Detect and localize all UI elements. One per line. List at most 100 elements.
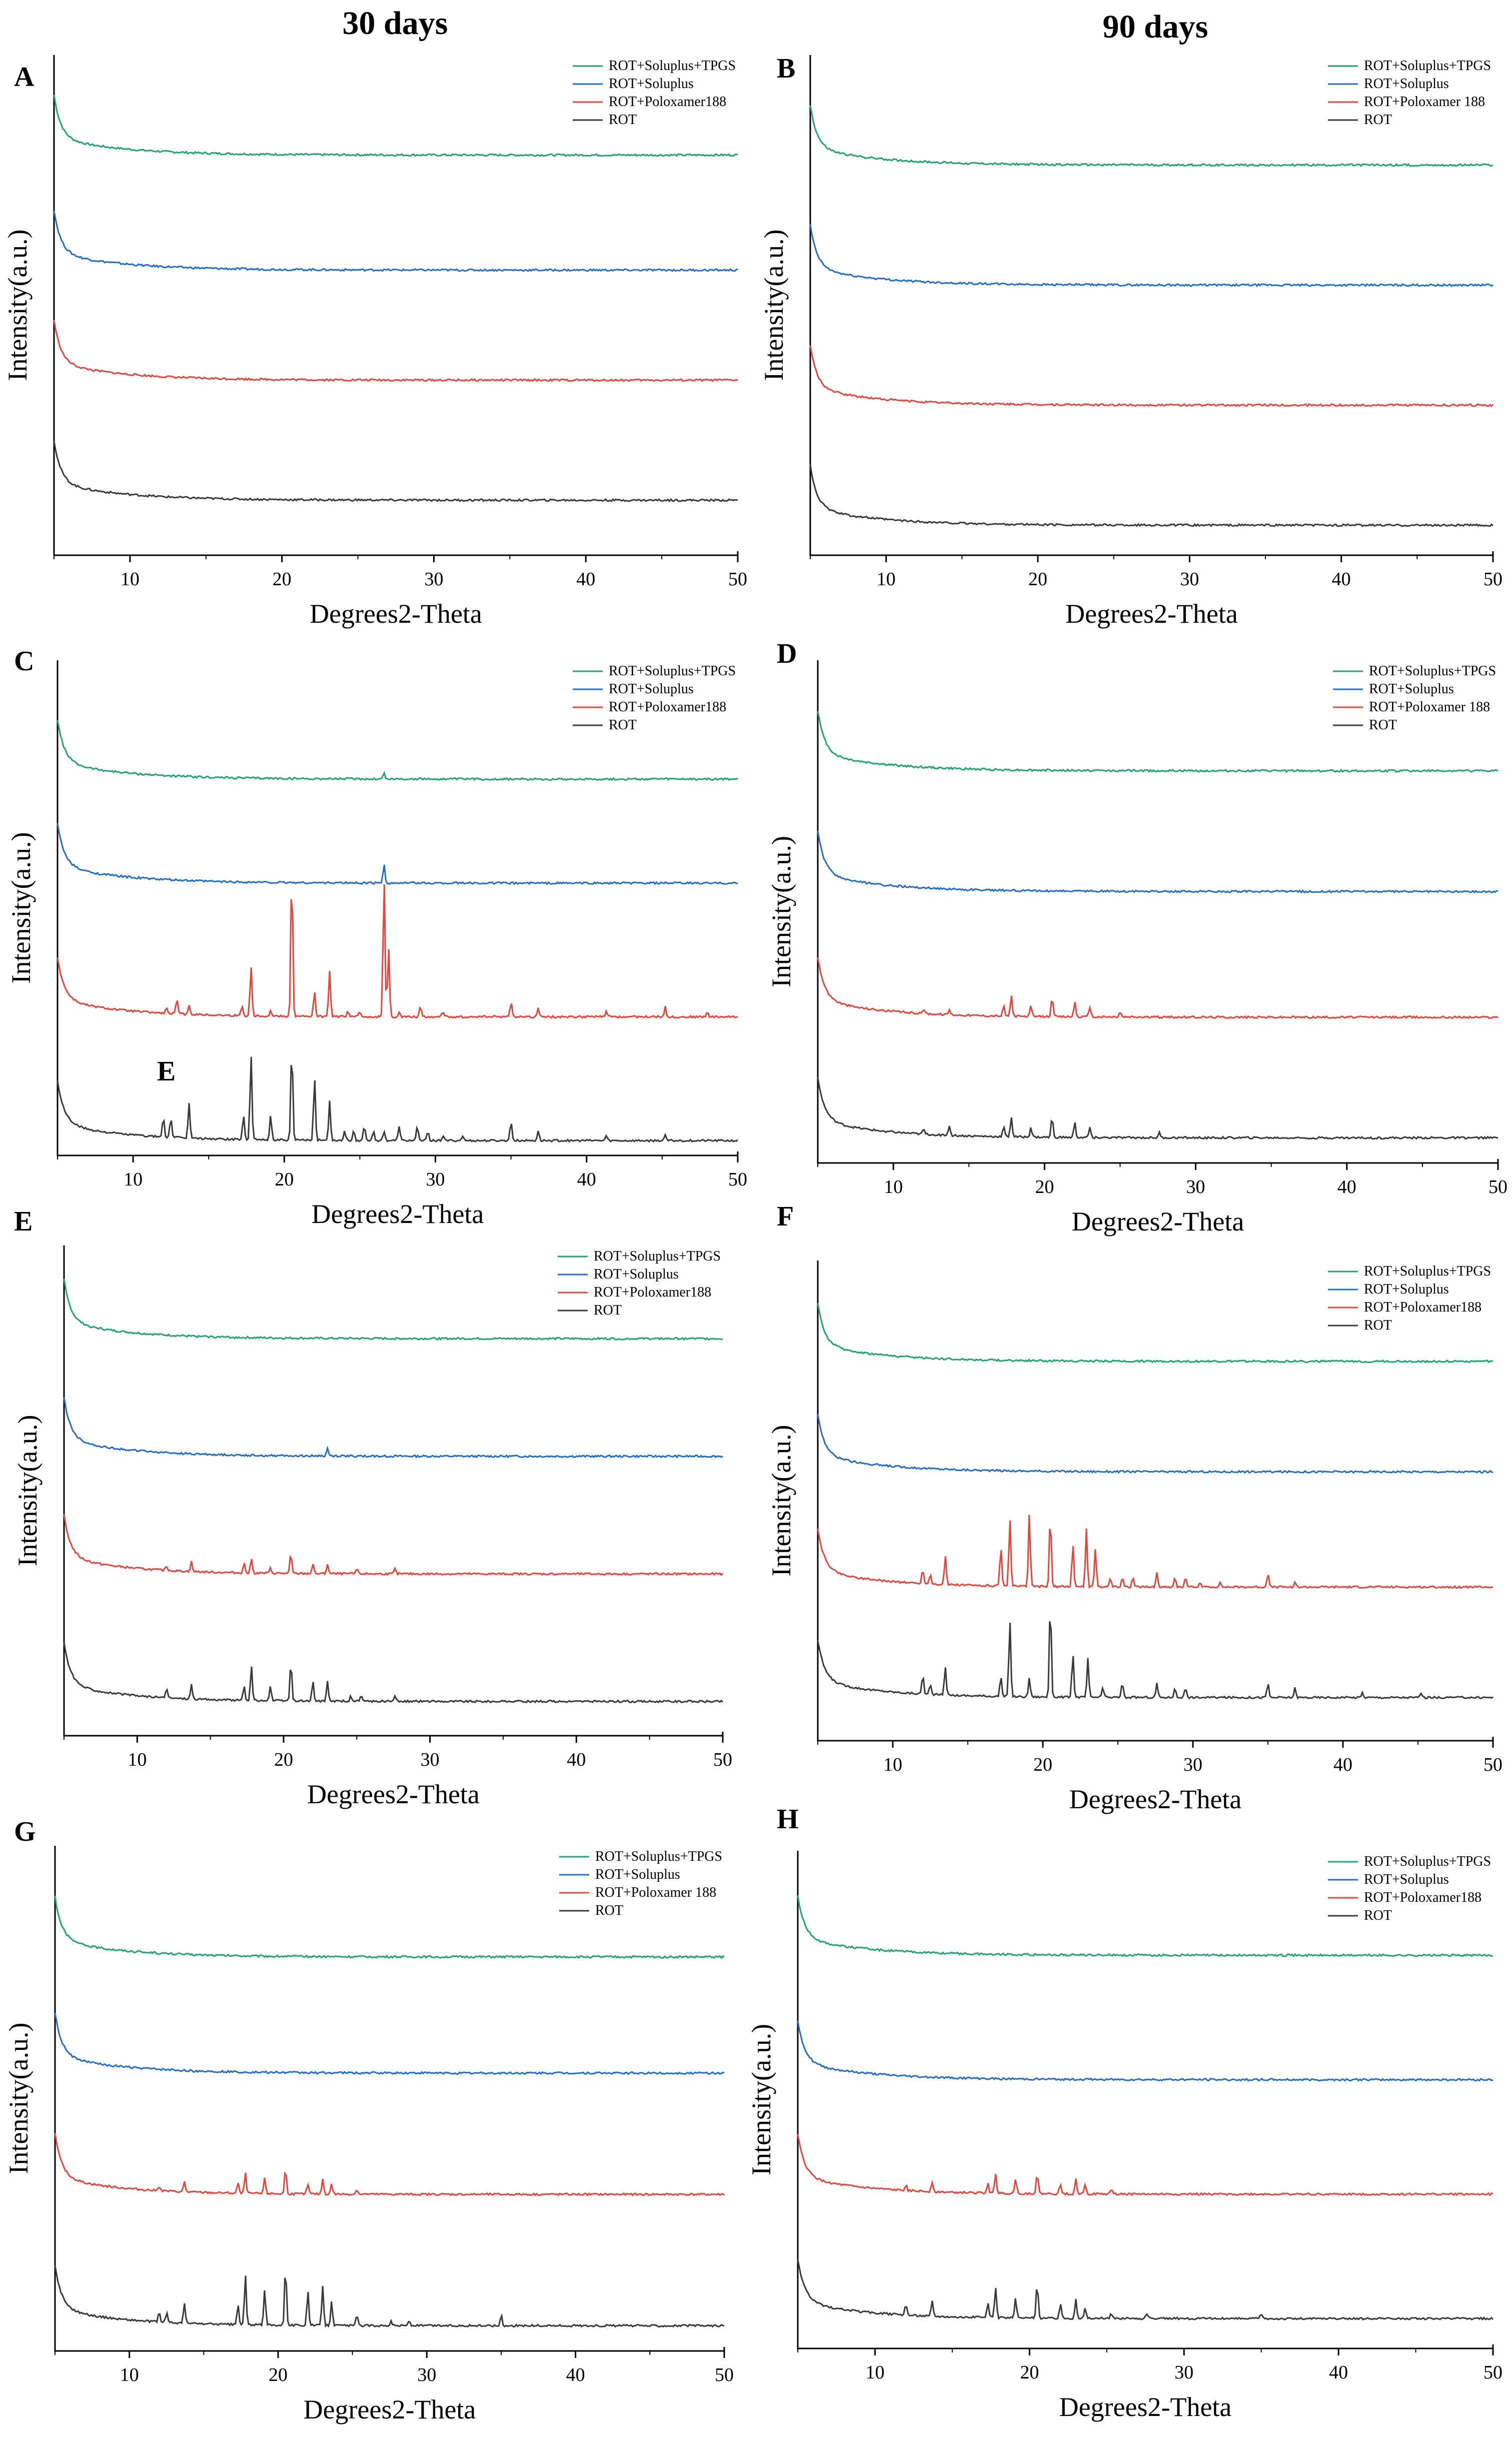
legend-entry: ROT+Poloxamer188 [594,1285,711,1300]
column-title-30-days: 30 days [343,5,448,42]
series-line-1 [54,2013,724,2075]
legend-entry: ROT [609,112,637,128]
x-axis-label: Degrees2-Theta [310,599,482,629]
series-line-1 [57,823,738,885]
y-axis-label: Intensity(a.u.) [4,2023,34,2174]
series-line-1 [809,224,1493,288]
series-line-3 [817,1077,1498,1140]
series-line-0 [817,711,1498,773]
x-tick-label: 40 [1333,1754,1352,1775]
panel-letter: F [777,1201,794,1232]
legend-entry: ROT [594,1303,622,1318]
legend-entry: ROT+Poloxamer188 [609,699,726,715]
x-tick-label: 50 [1483,2362,1502,2383]
axis-lines [57,660,739,1156]
legend-entry: ROT+Soluplus+TPGS [609,663,736,679]
series-line-3 [57,1056,738,1143]
x-tick-label: 40 [566,2364,585,2385]
x-tick-label: 30 [426,1169,445,1190]
series-line-0 [53,95,738,157]
series-line-1 [63,1397,723,1459]
legend-entry: ROT+Soluplus [1364,1282,1449,1297]
panel-letter: E [14,1206,33,1237]
legend-entry: ROT+Soluplus+TPGS [595,1849,722,1864]
x-tick-label: 20 [269,2364,288,2385]
series-line-3 [809,464,1493,528]
panels-group: 10 20 30 40 50 Degrees2-Theta Intensity(a.u.) A… [3,53,1507,2424]
y-axis-label: Intensity(a.u.) [13,1415,43,1567]
legend-entry: ROT+Soluplus+TPGS [1364,1854,1491,1869]
x-tick-label: 50 [715,2364,734,2385]
legend-entry: ROT+Soluplus+TPGS [609,58,736,74]
x-tick-label: 40 [1332,569,1351,590]
series-line-2 [817,957,1498,1019]
panel-f: 10 20 30 40 50 Degrees2-Theta Intensity(a.u.) F… [766,1201,1502,1814]
series-line-1 [53,211,738,272]
x-tick-label: 40 [1337,1176,1356,1197]
x-axis-label: Degrees2-Theta [1059,2392,1232,2422]
panel-letter: H [777,1804,799,1835]
legend-entry: ROT+Poloxamer 188 [1364,94,1485,110]
axis-lines [53,55,739,556]
x-axis-label: Degrees2-Theta [1069,1784,1242,1814]
series-line-2 [53,320,738,383]
x-tick-label: 50 [728,1169,747,1190]
x-axis-label: Degrees2-Theta [312,1199,484,1229]
x-tick-label: 30 [1186,1176,1205,1197]
annotation-label: E [157,1056,176,1087]
x-tick-label: 30 [417,2364,436,2385]
legend-entry: ROT+Soluplus [594,1267,679,1282]
x-tick-label: 40 [567,1749,586,1770]
x-axis-label: Degrees2-Theta [307,1779,480,1809]
x-tick-label: 20 [1020,2362,1039,2383]
legend-entry: ROT [1364,1318,1392,1333]
axis-lines [797,1851,1494,2349]
series-line-2 [817,1515,1493,1589]
x-tick-label: 10 [877,569,896,590]
column-title-90-days: 90 days [1103,9,1208,45]
legend-entry: ROT+Soluplus [609,76,694,92]
panel-c: 10 20 30 40 50 Degrees2-Theta Intensity(a.u.) C… [6,646,747,1229]
legend-entry: ROT+Soluplus+TPGS [1364,58,1491,74]
legend-entry: ROT [595,1903,623,1918]
panel-letter: B [777,53,795,84]
x-tick-label: 20 [1028,569,1047,590]
x-tick-label: 20 [275,1169,294,1190]
x-tick-label: 20 [1035,1176,1054,1197]
legend-entry: ROT+Poloxamer 188 [1369,699,1490,715]
panel-letter: C [14,646,34,677]
panel-letter: D [777,638,797,669]
x-tick-label: 10 [120,2364,139,2385]
x-tick-label: 30 [424,569,443,590]
series-line-3 [63,1642,724,1704]
series-line-2 [63,1514,724,1576]
legend-entry: ROT+Soluplus [609,681,694,697]
x-tick-label: 10 [883,1754,902,1775]
legend-entry: ROT+Soluplus+TPGS [1364,1264,1491,1279]
legend-entry: ROT+Soluplus+TPGS [594,1249,721,1264]
axis-lines [63,1246,724,1737]
panel-a: 10 20 30 40 50 Degrees2-Theta Intensity(a.u.) A… [3,55,747,629]
series-line-2 [809,345,1494,408]
x-tick-label: 50 [1483,569,1502,590]
y-axis-label: Intensity(a.u.) [766,1425,796,1577]
panel-b: 10 20 30 40 50 Degrees2-Theta Intensity(a.u.) B… [759,53,1502,629]
series-line-0 [63,1279,723,1341]
series-line-3 [797,2259,1494,2321]
axis-lines [817,1261,1494,1742]
x-axis-label: Degrees2-Theta [1072,1206,1244,1237]
x-tick-label: 50 [1488,1176,1507,1197]
series-line-3 [53,441,738,503]
y-axis-label: Intensity(a.u.) [3,230,33,381]
x-axis-label: Degrees2-Theta [304,2394,476,2424]
legend-entry: ROT+Poloxamer188 [1364,1890,1481,1905]
x-tick-label: 20 [274,1749,293,1770]
x-tick-label: 30 [1174,2362,1193,2383]
x-tick-label: 40 [577,1169,596,1190]
series-line-0 [817,1303,1493,1364]
y-axis-label: Intensity(a.u.) [746,2024,776,2175]
panel-letter: G [14,1816,36,1847]
axis-lines [809,55,1494,556]
x-tick-label: 30 [1180,569,1199,590]
x-tick-label: 50 [1483,1754,1502,1775]
